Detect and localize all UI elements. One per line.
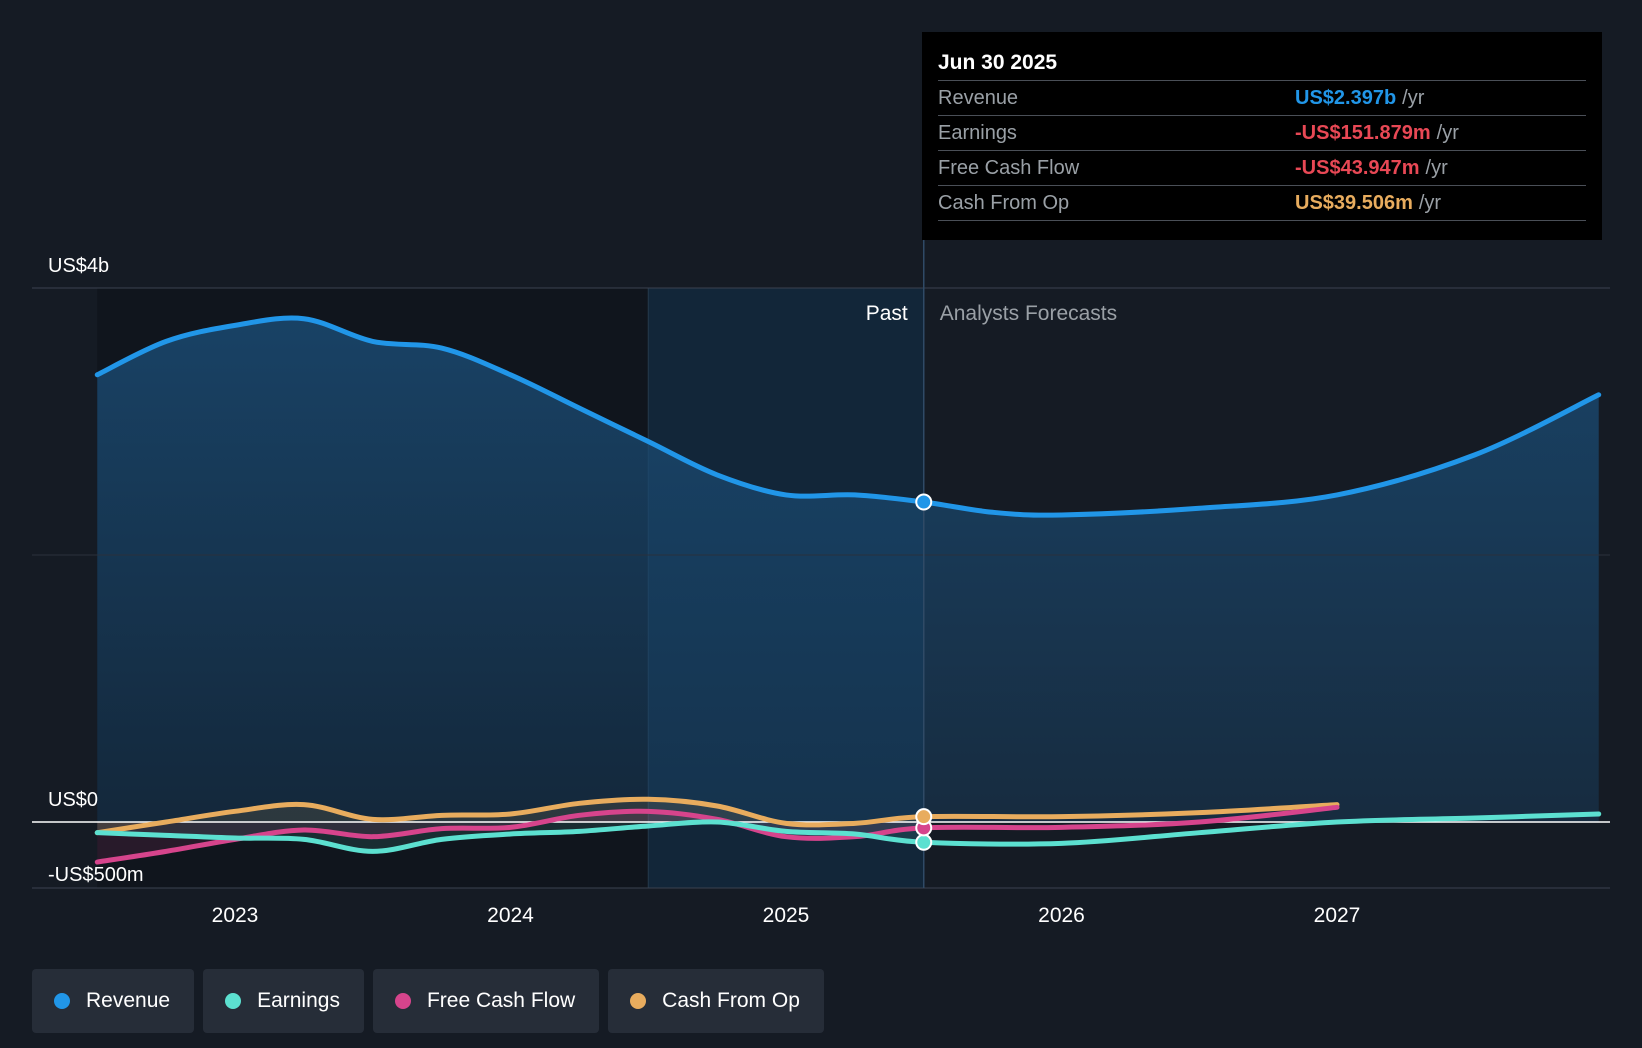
series-line-cash-from-op: [94, 796, 1340, 836]
y-axis-label: US$4b: [48, 255, 109, 277]
legend-label: Free Cash Flow: [426, 989, 576, 1012]
legend-dot-icon: [54, 993, 70, 1009]
tooltip-label: Cash From Op: [938, 192, 1070, 214]
legend-label: Revenue: [86, 989, 171, 1012]
legend-item-free-cash-flow[interactable]: Free Cash Flow: [372, 969, 600, 1033]
tooltip-value: -US$151.879m/yr: [1295, 122, 1459, 144]
past-label: Past: [866, 302, 908, 325]
legend-dot-icon: [394, 993, 411, 1009]
legend-dot-icon: [225, 993, 242, 1009]
tooltip-label: Free Cash Flow: [938, 157, 1080, 179]
tooltip-row-revenue: Revenue US$2.397b/yr: [938, 80, 1586, 115]
x-tick-label: 2023: [212, 904, 259, 927]
legend-item-cash-from-op[interactable]: Cash From Op: [608, 969, 824, 1033]
tooltip-value: US$2.397b/yr: [1295, 87, 1425, 109]
tooltip-label: Revenue: [938, 87, 1019, 109]
tooltip-row-cash-from-op: Cash From Op US$39.506m/yr: [938, 185, 1586, 221]
series-area-2: [97, 811, 924, 863]
series-line-revenue: [94, 315, 1602, 518]
tooltip-value: US$39.506m/yr: [1295, 192, 1442, 214]
legend-dot-icon: [630, 993, 647, 1009]
legend-label: Cash From Op: [662, 989, 800, 1012]
legend-item-earnings[interactable]: Earnings: [203, 969, 364, 1033]
x-tick-label: 2026: [1038, 904, 1085, 927]
legend: Revenue Earnings Free Cash Flow Cash Fro…: [32, 969, 824, 1033]
x-tick-label: 2027: [1314, 904, 1361, 927]
tooltip-label: Earnings: [938, 122, 1017, 144]
tooltip-row-earnings: Earnings -US$151.879m/yr: [938, 115, 1586, 150]
marker-earnings: [915, 833, 933, 851]
tooltip-value: -US$43.947m/yr: [1295, 157, 1448, 179]
tooltip-date: Jun 30 2025: [938, 51, 1058, 74]
x-tick-label: 2024: [487, 904, 534, 927]
revenue-area: [97, 318, 1599, 822]
marker-cash-from-op: [915, 808, 933, 826]
series-line-earnings: [94, 811, 1602, 854]
legend-label: Earnings: [257, 989, 340, 1012]
marker-revenue: [915, 493, 933, 511]
tooltip-panel: Jun 30 2025 Revenue US$2.397b/yr Earning…: [922, 32, 1602, 240]
forecast-label: Analysts Forecasts: [940, 302, 1117, 325]
tooltip-row-free-cash-flow: Free Cash Flow -US$43.947m/yr: [938, 150, 1586, 185]
x-tick-label: 2025: [763, 904, 810, 927]
legend-item-revenue[interactable]: Revenue: [32, 969, 195, 1033]
y-axis-label: US$0: [48, 789, 98, 811]
series-line-free-cash-flow: [94, 804, 1340, 865]
y-axis-label: -US$500m: [48, 864, 144, 886]
